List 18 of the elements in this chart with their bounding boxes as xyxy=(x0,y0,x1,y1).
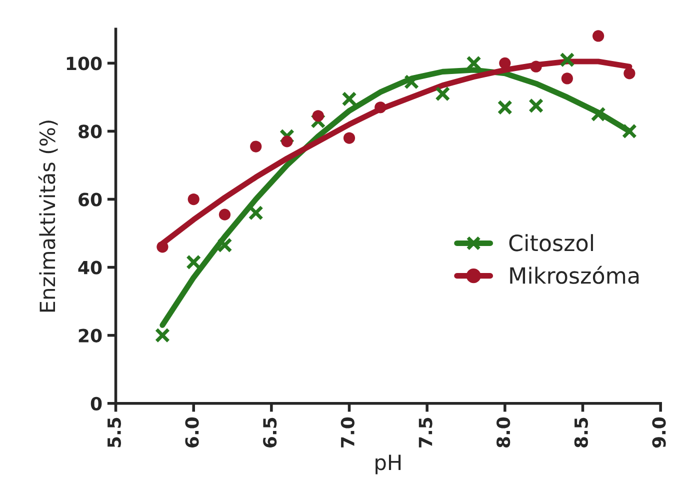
x-tick-label: 6.0 xyxy=(185,417,199,448)
legend-label: Mikroszóma xyxy=(510,266,639,284)
x-tick-label: 6.5 xyxy=(263,418,277,448)
x-tick-label: 9.0 xyxy=(652,417,666,448)
legend-label: Citoszol xyxy=(509,234,593,252)
y-tick-label: 60 xyxy=(78,192,102,206)
y-tick-label: 40 xyxy=(78,260,102,274)
y-tick-label: 100 xyxy=(66,56,102,70)
x-axis-title: pH xyxy=(376,454,401,474)
y-tick-label: 0 xyxy=(90,396,102,410)
y-axis-title: Enzimaktivitás (%) xyxy=(38,120,58,312)
x-tick-label: 8.5 xyxy=(574,418,588,448)
y-tick-label: 80 xyxy=(78,124,102,138)
x-tick-label: 7.5 xyxy=(418,418,432,448)
x-tick-label: 8.0 xyxy=(496,417,510,448)
x-tick-label: 5.5 xyxy=(108,418,122,448)
x-tick-label: 7.0 xyxy=(340,417,354,448)
y-tick-label: 20 xyxy=(78,328,102,342)
